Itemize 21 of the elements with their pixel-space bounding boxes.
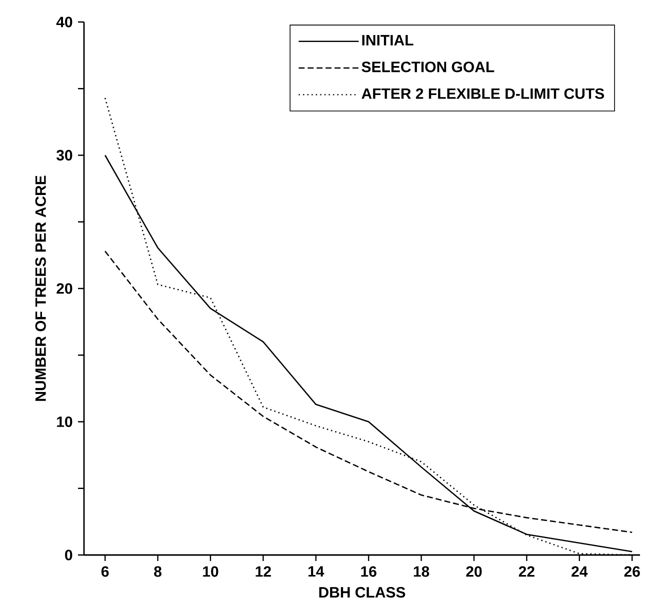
y-tick-label: 20 xyxy=(56,283,72,294)
x-tick-label: 22 xyxy=(518,566,534,577)
x-tick-label: 6 xyxy=(101,566,109,577)
x-tick-label: 14 xyxy=(308,566,324,577)
x-tick-label: 24 xyxy=(572,566,588,577)
legend-label: INITIAL xyxy=(362,35,414,46)
x-tick-label: 26 xyxy=(624,566,640,577)
y-tick-label: 0 xyxy=(65,550,72,560)
x-tick-label: 8 xyxy=(154,566,162,577)
y-tick-label: 10 xyxy=(57,416,72,428)
x-tick-label: 12 xyxy=(256,566,271,577)
y-tick-label: 40 xyxy=(56,16,72,28)
x-tick-label: 10 xyxy=(203,566,218,577)
y-axis-title: NUMBER OF TREES PER ACRE xyxy=(35,176,46,401)
x-axis-title: DBH CLASS xyxy=(319,587,406,598)
y-tick-label: 30 xyxy=(56,150,72,161)
x-tick-label: 20 xyxy=(466,566,482,577)
x-tick-label: 16 xyxy=(361,566,376,577)
x-tick-label: 18 xyxy=(414,566,430,577)
legend-label: AFTER 2 FLEXIBLE D-LIMIT CUTS xyxy=(362,88,604,99)
legend-label: SELECTION GOAL xyxy=(362,62,494,72)
